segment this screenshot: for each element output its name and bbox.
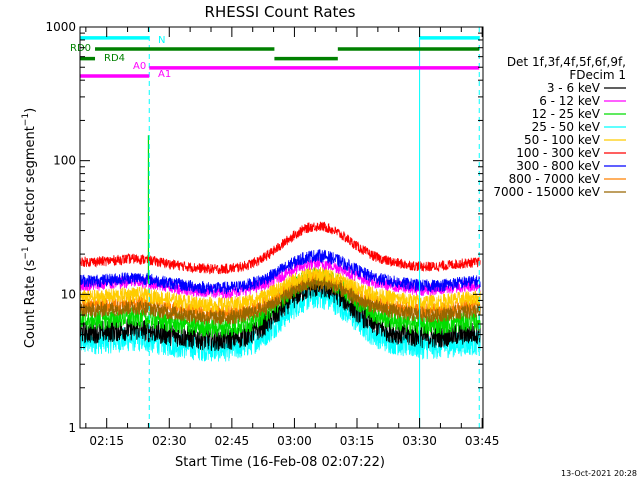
- y-axis-ticks: 1 10 100 1000: [45, 20, 483, 435]
- x-tick-label: 02:30: [152, 434, 187, 448]
- flag-label-n: N: [158, 35, 165, 46]
- x-tick-label: 02:15: [89, 434, 124, 448]
- series-group: [80, 135, 481, 362]
- flag-label-rd4: RD4: [104, 53, 125, 64]
- flag-bars: N RD0 RD4 A0 A1: [70, 35, 480, 80]
- chart-title: RHESSI Count Rates: [205, 3, 356, 21]
- footer-date: 13-Oct-2021 20:28: [561, 469, 637, 478]
- legend-label: 25 - 50 keV: [532, 120, 601, 134]
- series-line-8: [80, 276, 481, 325]
- legend-title: Det 1f,3f,4f,5f,6f,9f,: [507, 55, 626, 69]
- y-axis-label-mid: detector segment: [23, 126, 38, 246]
- x-tick-label: 03:15: [340, 434, 375, 448]
- legend-label: 3 - 6 keV: [547, 81, 601, 95]
- x-tick-label: 03:45: [465, 434, 500, 448]
- y-axis-label: Count Rate (s−1 detector segment−1): [21, 108, 38, 348]
- flag-label-rd0: RD0: [70, 43, 91, 54]
- legend-label: 12 - 25 keV: [532, 107, 601, 121]
- y-tick-label: 100: [53, 154, 76, 168]
- y-axis-label-suffix: ): [23, 108, 38, 113]
- x-tick-label: 03:00: [277, 434, 312, 448]
- series-line-6: [80, 249, 481, 295]
- legend-label: 6 - 12 keV: [539, 94, 601, 108]
- legend-label: 7000 - 15000 keV: [493, 185, 600, 199]
- y-axis-label-sup2: −1: [21, 113, 31, 126]
- series-line-5: [80, 221, 481, 275]
- flag-label-a0: A0: [133, 61, 146, 72]
- x-tick-label: 03:30: [402, 434, 437, 448]
- legend: Det 1f,3f,4f,5f,6f,9f, FDecim 1 3 - 6 ke…: [493, 55, 626, 199]
- x-axis-label: Start Time (16-Feb-08 02:07:22): [175, 455, 385, 470]
- y-axis-label-sup1: −1: [21, 246, 31, 259]
- series-line-4: [80, 266, 481, 313]
- legend-label: 300 - 800 keV: [516, 159, 600, 173]
- legend-label: 800 - 7000 keV: [509, 172, 601, 186]
- y-axis-label-prefix: Count Rate (s: [23, 259, 38, 348]
- plot-frame: [79, 26, 484, 429]
- x-axis-ticks: 02:15 02:30 02:45 03:00 03:15 03:30 03:45: [85, 27, 500, 448]
- legend-subtitle: FDecim 1: [569, 68, 626, 82]
- y-tick-label: 1000: [45, 20, 76, 34]
- x-tick-label: 02:45: [215, 434, 250, 448]
- y-tick-label: 1: [68, 421, 76, 435]
- flag-label-a1: A1: [158, 69, 171, 80]
- y-tick-label: 10: [61, 287, 76, 301]
- legend-label: 100 - 300 keV: [516, 146, 600, 160]
- legend-label: 50 - 100 keV: [524, 133, 601, 147]
